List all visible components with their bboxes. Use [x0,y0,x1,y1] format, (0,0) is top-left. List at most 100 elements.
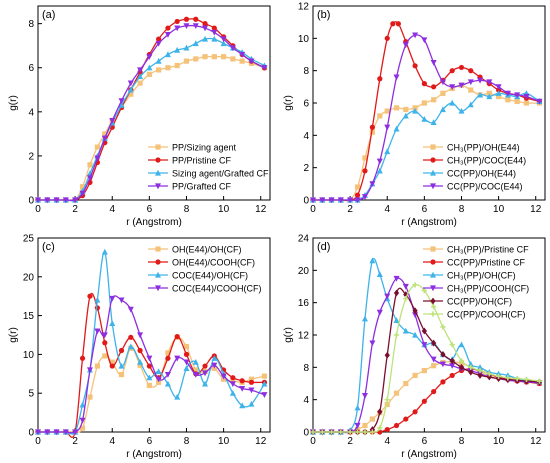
data-point-b-3 [347,197,354,204]
data-point-b-2 [439,106,446,113]
data-point-d-4 [458,363,465,371]
data-point-a-3 [261,65,268,71]
data-point-a-0 [102,131,108,137]
data-point-b-3 [310,197,316,204]
legend-marker-d-1 [430,259,436,265]
data-point-c-3 [146,355,153,362]
data-point-b-2 [430,119,437,125]
data-point-b-0 [403,106,409,113]
data-point-b-0 [384,108,390,114]
data-point-c-2 [155,368,162,375]
legend-label-a-2: Sizing agent/Grafted CF [172,169,269,179]
data-point-a-0 [94,144,100,150]
x-tick-label-c: 4 [109,436,115,447]
data-point-c-1 [239,378,245,384]
data-point-d-5 [354,429,361,435]
legend-label-c-1: OH(E44)/COOH(CF) [172,258,255,268]
x-tick-label-a: 0 [35,204,41,215]
data-point-d-5 [384,397,390,403]
data-point-b-2 [458,107,465,114]
data-point-d-5 [505,375,511,381]
data-point-d-1 [412,409,418,415]
x-tick-label-b: 8 [459,204,465,215]
y-tick-label-c: 20 [23,272,35,283]
data-point-b-3 [328,197,335,204]
data-point-d-0 [412,372,418,379]
data-point-c-3 [79,417,86,424]
data-point-c-3 [220,373,227,380]
data-point-c-1 [94,305,100,311]
legend-d: CH₃(PP)/Pristine CF CC(PP)/Pristine CF CH₃… [423,245,529,320]
data-point-d-1 [393,422,400,429]
data-point-b-3 [354,197,361,204]
data-point-d-4 [440,351,446,358]
data-point-c-3 [155,376,162,383]
data-point-c-3 [211,362,218,369]
data-point-a-2 [155,57,162,64]
data-point-a-0 [239,58,245,64]
data-point-d-5 [536,378,543,384]
data-point-b-3 [393,74,400,81]
y-tick-label-c: 10 [23,350,35,361]
data-point-b-1 [496,87,502,93]
legend-a: PP/Sizing agent PP/Pristine CF Sizing agen… [148,143,269,192]
data-point-d-5 [377,425,383,431]
data-point-b-0 [421,100,427,106]
x-tick-label-c: 2 [72,436,78,447]
y-tick-label-b: 8 [303,66,309,77]
data-point-a-3 [174,25,181,32]
legend-marker-c-3 [155,285,161,292]
legend-b: CH₃(PP)/OH(E44) CH₃(PP)/COC(E44) CC(PP)/OH… [423,143,526,192]
data-point-c-0 [94,363,100,369]
data-point-d-3 [354,422,361,429]
data-point-b-3 [458,82,465,89]
data-point-a-3 [118,98,125,104]
data-point-b-3 [523,93,530,100]
data-point-d-3 [449,363,456,369]
y-tick-label-c: 15 [23,311,35,322]
y-tick-label-a: 4 [28,107,34,118]
x-tick-label-c: 12 [255,436,267,447]
data-point-b-1 [431,84,437,90]
series-a-0 [35,54,268,203]
data-point-c-0 [109,359,115,365]
data-point-d-4 [403,291,409,298]
data-point-a-2 [192,40,199,47]
series-a-3 [35,23,268,204]
data-point-a-3 [183,23,190,30]
data-point-b-3 [536,98,543,105]
legend-marker-a-3 [155,183,161,190]
data-point-c-2 [94,296,101,303]
data-point-c-1 [165,355,171,361]
data-point-b-3 [412,32,419,39]
legend-label-d-3: CH₃(PP)/COOH(CF) [447,284,529,294]
data-point-c-3 [86,367,93,374]
legend-label-d-5: CC(PP)/COOH(CF) [447,310,526,320]
data-point-d-2 [458,341,465,348]
data-point-d-4 [421,327,427,335]
data-point-c-3 [248,387,255,394]
data-point-c-2 [202,380,209,387]
data-point-d-5 [347,429,353,435]
data-point-b-0 [523,100,530,106]
data-point-c-3 [62,429,69,436]
data-point-c-3 [174,355,181,362]
data-point-d-3 [393,275,400,282]
data-point-b-0 [496,93,502,100]
x-tick-label-d: 6 [422,436,428,447]
x-tick-label-c: 10 [218,436,230,447]
data-point-d-5 [403,296,409,302]
x-axis-label-c: r (Angstrom) [126,449,182,460]
data-point-d-5 [486,371,492,377]
data-point-c-3 [239,385,246,392]
data-point-d-5 [458,358,465,364]
series-c-1 [35,292,268,439]
data-point-b-1 [390,21,396,27]
data-point-c-0 [193,367,199,373]
x-tick-label-a: 4 [109,204,115,215]
data-point-d-2 [376,271,383,277]
data-point-c-2 [183,365,190,371]
x-axis-label-d: r (Angstrom) [401,449,457,460]
data-point-d-4 [449,357,455,365]
data-point-c-3 [164,371,171,378]
